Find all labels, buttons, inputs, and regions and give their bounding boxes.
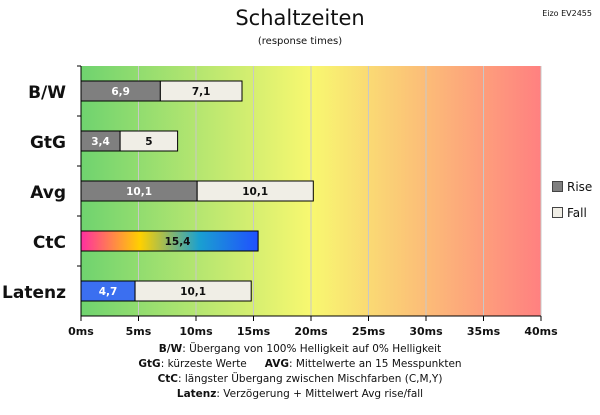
legend-fall-swatch xyxy=(552,207,563,218)
xtick-label-10: 10ms xyxy=(179,325,213,338)
footnote-bw-key: B/W xyxy=(158,343,183,355)
bar-fall-latenz xyxy=(134,280,252,302)
xtick-label-30: 30ms xyxy=(409,325,443,338)
footnote-gtg-text: : kürzeste Werte xyxy=(160,358,247,370)
data-label-rise-avg: 10,1 xyxy=(126,186,152,198)
footnote-bw-text: : Übergang von 100% Helligkeit auf 0% He… xyxy=(182,343,442,355)
category-label-ctc: CtC xyxy=(33,233,66,253)
footnote-ctc-text: : längster Übergang zwischen Mischfarben… xyxy=(178,373,443,385)
category-label-avg: Avg xyxy=(30,183,66,203)
bar-fall-bw xyxy=(159,80,243,102)
data-label-rise-latenz: 4,7 xyxy=(99,286,118,298)
data-label-fall-latenz: 10,1 xyxy=(180,286,206,298)
footnote-avg-key: AVG xyxy=(264,358,289,370)
chart-subtitle: (response times) xyxy=(257,36,343,47)
footnote-avg-text: : Mittelwerte an 15 Messpunkten xyxy=(288,358,462,370)
category-label-latenz: Latenz xyxy=(2,283,66,303)
bar-fall-avg xyxy=(196,180,314,202)
footnote-ctc: CtC: längster Übergang zwischen Mischfar… xyxy=(0,372,600,387)
data-label-rise-gtg: 3,4 xyxy=(91,136,110,148)
monitor-model: Eizo EV2455 xyxy=(542,9,592,18)
legend-rise-label: Rise xyxy=(567,180,593,194)
footnote-latenz-text: : Verzögerung + Mittelwert Avg rise/fall xyxy=(216,388,424,400)
xtick-label-25: 25ms xyxy=(352,325,386,338)
legend-rise-swatch xyxy=(552,181,563,192)
xtick-label-20: 20ms xyxy=(294,325,328,338)
category-label-bw: B/W xyxy=(28,83,66,103)
footnote-latenz-key: Latenz xyxy=(176,388,217,400)
footnote-gtg-avg: GtG: kürzeste Werte AVG: Mittelwerte an 1… xyxy=(0,357,600,372)
xtick-label-5: 5ms xyxy=(126,325,152,338)
xtick-label-35: 35ms xyxy=(467,325,501,338)
category-label-gtg: GtG xyxy=(30,133,66,153)
footnote-latenz: Latenz: Verzögerung + Mittelwert Avg ris… xyxy=(0,387,600,402)
bar-rise-ctc xyxy=(80,230,259,252)
legend-fall: Fall xyxy=(552,206,587,220)
footnote-ctc-key: CtC xyxy=(157,373,178,385)
footnotes: B/W: Übergang von 100% Helligkeit auf 0%… xyxy=(0,342,600,402)
data-label-fall-gtg: 5 xyxy=(145,136,152,148)
xtick-label-0: 0ms xyxy=(68,325,94,338)
chart-title: Schaltzeiten xyxy=(235,6,365,30)
xtick-label-15: 15ms xyxy=(237,325,271,338)
data-label-rise-bw: 6,9 xyxy=(111,86,130,98)
xtick-label-40: 40ms xyxy=(524,325,558,338)
data-label-rise-ctc: 15,4 xyxy=(165,236,191,248)
footnote-bw: B/W: Übergang von 100% Helligkeit auf 0%… xyxy=(0,342,600,357)
legend-fall-label: Fall xyxy=(567,206,587,220)
bar-fall-gtg xyxy=(119,130,179,152)
legend-rise: Rise xyxy=(552,180,592,194)
data-label-fall-avg: 10,1 xyxy=(242,186,268,198)
footnote-gtg-key: GtG xyxy=(138,358,161,370)
data-label-fall-bw: 7,1 xyxy=(192,86,211,98)
